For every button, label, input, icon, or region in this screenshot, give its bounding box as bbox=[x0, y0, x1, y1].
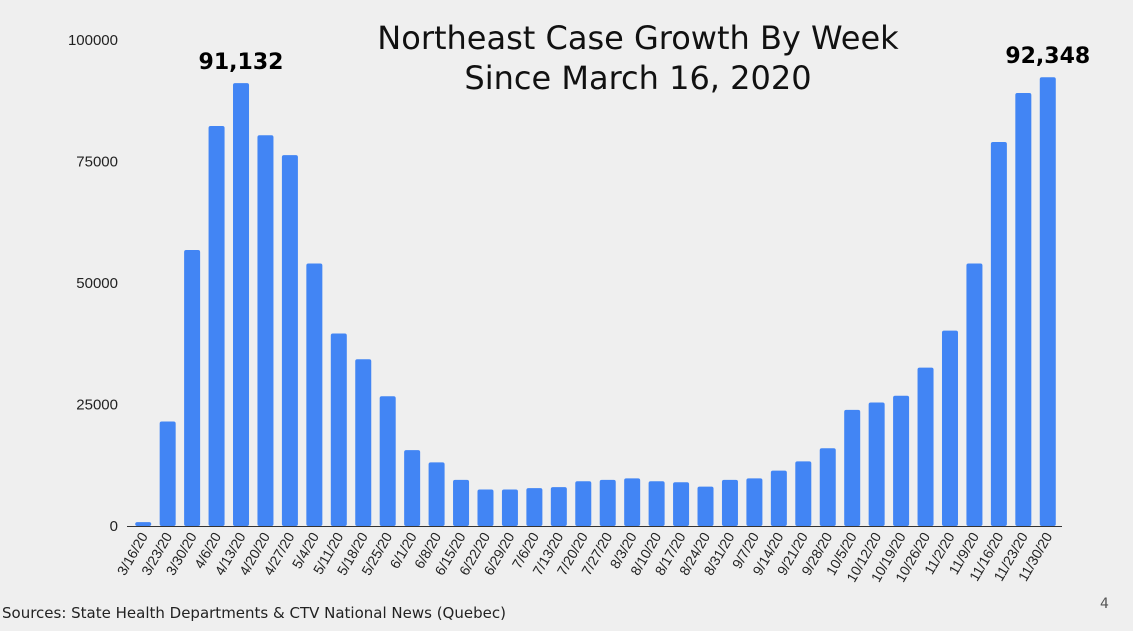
bar-7-20-20 bbox=[575, 481, 592, 526]
bar-10-12-20 bbox=[868, 402, 885, 526]
y-tick-label: 50000 bbox=[76, 275, 118, 292]
chart-title-line-1: Northeast Case Growth By Week bbox=[377, 19, 899, 57]
y-tick-label: 0 bbox=[110, 518, 118, 535]
bar-10-26-20 bbox=[917, 367, 934, 526]
bar-10-5-20 bbox=[844, 409, 861, 526]
y-tick-label: 75000 bbox=[76, 154, 118, 171]
y-tick-label: 25000 bbox=[76, 397, 118, 414]
bar-10-19-20 bbox=[893, 395, 910, 526]
bar-6-22-20 bbox=[477, 489, 494, 526]
bar-6-8-20 bbox=[428, 462, 445, 526]
source-note: Sources: State Health Departments & CTV … bbox=[2, 604, 506, 622]
bar-11-2-20 bbox=[941, 330, 958, 526]
bar-11-9-20 bbox=[966, 263, 983, 526]
bar-6-15-20 bbox=[453, 479, 470, 526]
page-number: 4 bbox=[1100, 596, 1109, 612]
bar-4-20-20 bbox=[257, 135, 274, 527]
peak-data-label: 92,348 bbox=[1005, 44, 1090, 69]
bar-8-17-20 bbox=[673, 482, 690, 526]
bar-8-3-20 bbox=[624, 478, 641, 526]
bar-7-27-20 bbox=[599, 479, 616, 526]
bar-11-23-20 bbox=[1015, 92, 1032, 526]
bar-8-24-20 bbox=[697, 486, 714, 526]
bar-9-21-20 bbox=[795, 461, 812, 526]
bar-4-13-20 bbox=[233, 83, 250, 526]
bar-11-30-20 bbox=[1039, 77, 1056, 526]
peak-data-label: 91,132 bbox=[199, 50, 284, 75]
bar-4-27-20 bbox=[281, 155, 298, 526]
bar-3-30-20 bbox=[184, 249, 201, 526]
bar-5-11-20 bbox=[330, 333, 347, 526]
bar-8-10-20 bbox=[648, 481, 665, 526]
bar-3-16-20 bbox=[135, 522, 152, 526]
bar-11-16-20 bbox=[990, 142, 1007, 526]
chart-title-line-2: Since March 16, 2020 bbox=[464, 59, 811, 97]
bar-6-1-20 bbox=[404, 450, 421, 526]
bar-9-7-20 bbox=[746, 478, 763, 526]
bar-5-25-20 bbox=[379, 396, 396, 526]
bar-5-18-20 bbox=[355, 359, 372, 526]
bar-6-29-20 bbox=[501, 489, 518, 526]
bar-9-14-20 bbox=[770, 470, 787, 526]
bar-9-28-20 bbox=[819, 448, 836, 526]
bar-5-4-20 bbox=[306, 263, 323, 526]
y-tick-label: 100000 bbox=[68, 32, 118, 49]
bar-8-31-20 bbox=[721, 479, 738, 526]
bar-7-6-20 bbox=[526, 488, 543, 526]
bar-3-23-20 bbox=[159, 421, 176, 526]
bar-7-13-20 bbox=[550, 487, 567, 526]
bar-4-6-20 bbox=[208, 126, 225, 526]
